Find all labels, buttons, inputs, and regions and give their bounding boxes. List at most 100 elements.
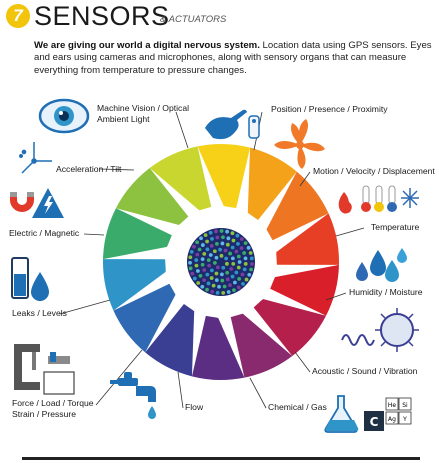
center-dot [235,233,240,238]
center-dot [221,291,226,295]
center-dot [225,277,230,282]
center-dot [205,287,209,292]
wheel-segment [253,299,327,357]
center-dot [232,288,236,293]
section-number-badge: 7 [6,4,30,28]
label-motion: Motion / Velocity / Displacement [313,166,435,176]
wheel-segment [149,146,212,211]
center-dot [223,248,228,253]
label-acceleration: Acceleration / Tilt [56,164,122,174]
sound-wave-icon [341,308,419,352]
wheel-segment [270,264,339,316]
center-dot [236,241,240,246]
label-flow: Flow [185,402,204,412]
page-subtitle: & ACTUATORS [160,14,227,25]
center-dot [219,253,224,258]
leader-line [299,171,311,187]
flask-icon [324,395,359,433]
center-dot [207,263,212,268]
center-dot [200,257,205,262]
center-dot [242,251,247,255]
center-pattern [187,228,255,296]
center-dot [228,251,233,256]
center-dot [226,236,231,241]
element-symbol: He [388,402,397,409]
center-dot [220,272,224,277]
center-dot [236,265,241,270]
center-dot [240,272,245,277]
center-dot [210,236,214,241]
center-dot [196,281,201,285]
wheel-segment [276,213,339,265]
center-dot [250,262,254,266]
center-dot [221,265,226,270]
center-dot [205,272,210,277]
center-dot [189,249,194,254]
center-dot [237,277,242,281]
center-dot [188,266,193,271]
clamp-icon [14,344,75,395]
center-dot [248,251,253,255]
label-vision: Machine Vision / Optical Ambient Light [97,103,189,124]
center-dot [209,268,214,273]
center-dot [249,256,254,261]
center-dot [246,245,251,250]
label-line: Ambient Light [97,113,150,124]
center-dot [233,280,237,285]
center-dot [249,267,253,272]
fan-icon [274,119,325,169]
center-dot [243,262,248,266]
faucet-icon [110,372,156,419]
center-dot [190,271,195,276]
label-leaks: Leaks / Levels [12,308,67,318]
center-dot [237,260,242,264]
center-dot [188,255,193,260]
intro-bold-text: We are giving our world a digital nervou… [34,40,260,51]
center-dot [195,240,200,245]
center-dot [236,254,241,259]
leader-line [249,377,267,409]
center-dot [220,278,225,283]
center-dot [195,252,200,257]
center-dot [225,229,230,234]
center-dot [200,262,205,267]
label-line: Strain / Pressure [12,408,76,419]
element-symbol: Y [402,416,407,423]
center-dot [239,246,244,250]
center-dot [225,242,230,247]
periodic-elements: He C Si Ag Y [364,397,412,431]
center-dot [230,231,235,236]
center-dot [221,235,225,240]
center-dot [206,281,211,286]
center-dot [247,272,252,277]
thermometer-icon [338,185,419,214]
center-dot [208,253,213,257]
leader-line [177,371,184,409]
center-dot [234,249,239,254]
center-dot [220,241,225,246]
center-dot [222,284,227,289]
center-dot [192,276,197,281]
center-dot [230,256,235,261]
leader-line [335,227,365,237]
axes-icon [19,142,52,174]
intro-body-text: Location data using GPS sensors. Eyes an… [34,40,432,76]
center-dot [228,283,232,288]
center-dot [200,284,205,289]
center-dot [217,284,221,289]
label-temperature: Temperature [371,222,420,232]
center-dot [229,267,234,271]
leader-line [95,349,143,406]
center-dot [209,276,214,280]
center-dot [205,239,209,244]
label-chemical: Chemical / Gas [268,402,327,412]
leader-line [83,233,105,236]
center-dot [215,265,220,270]
leader-lines [59,111,365,409]
center-dot [215,235,220,240]
center-dot [212,261,217,265]
label-line: Machine Vision / Optical [97,103,190,113]
center-dot [205,247,210,252]
intro-paragraph: We are giving our world a digital nervou… [34,40,434,77]
